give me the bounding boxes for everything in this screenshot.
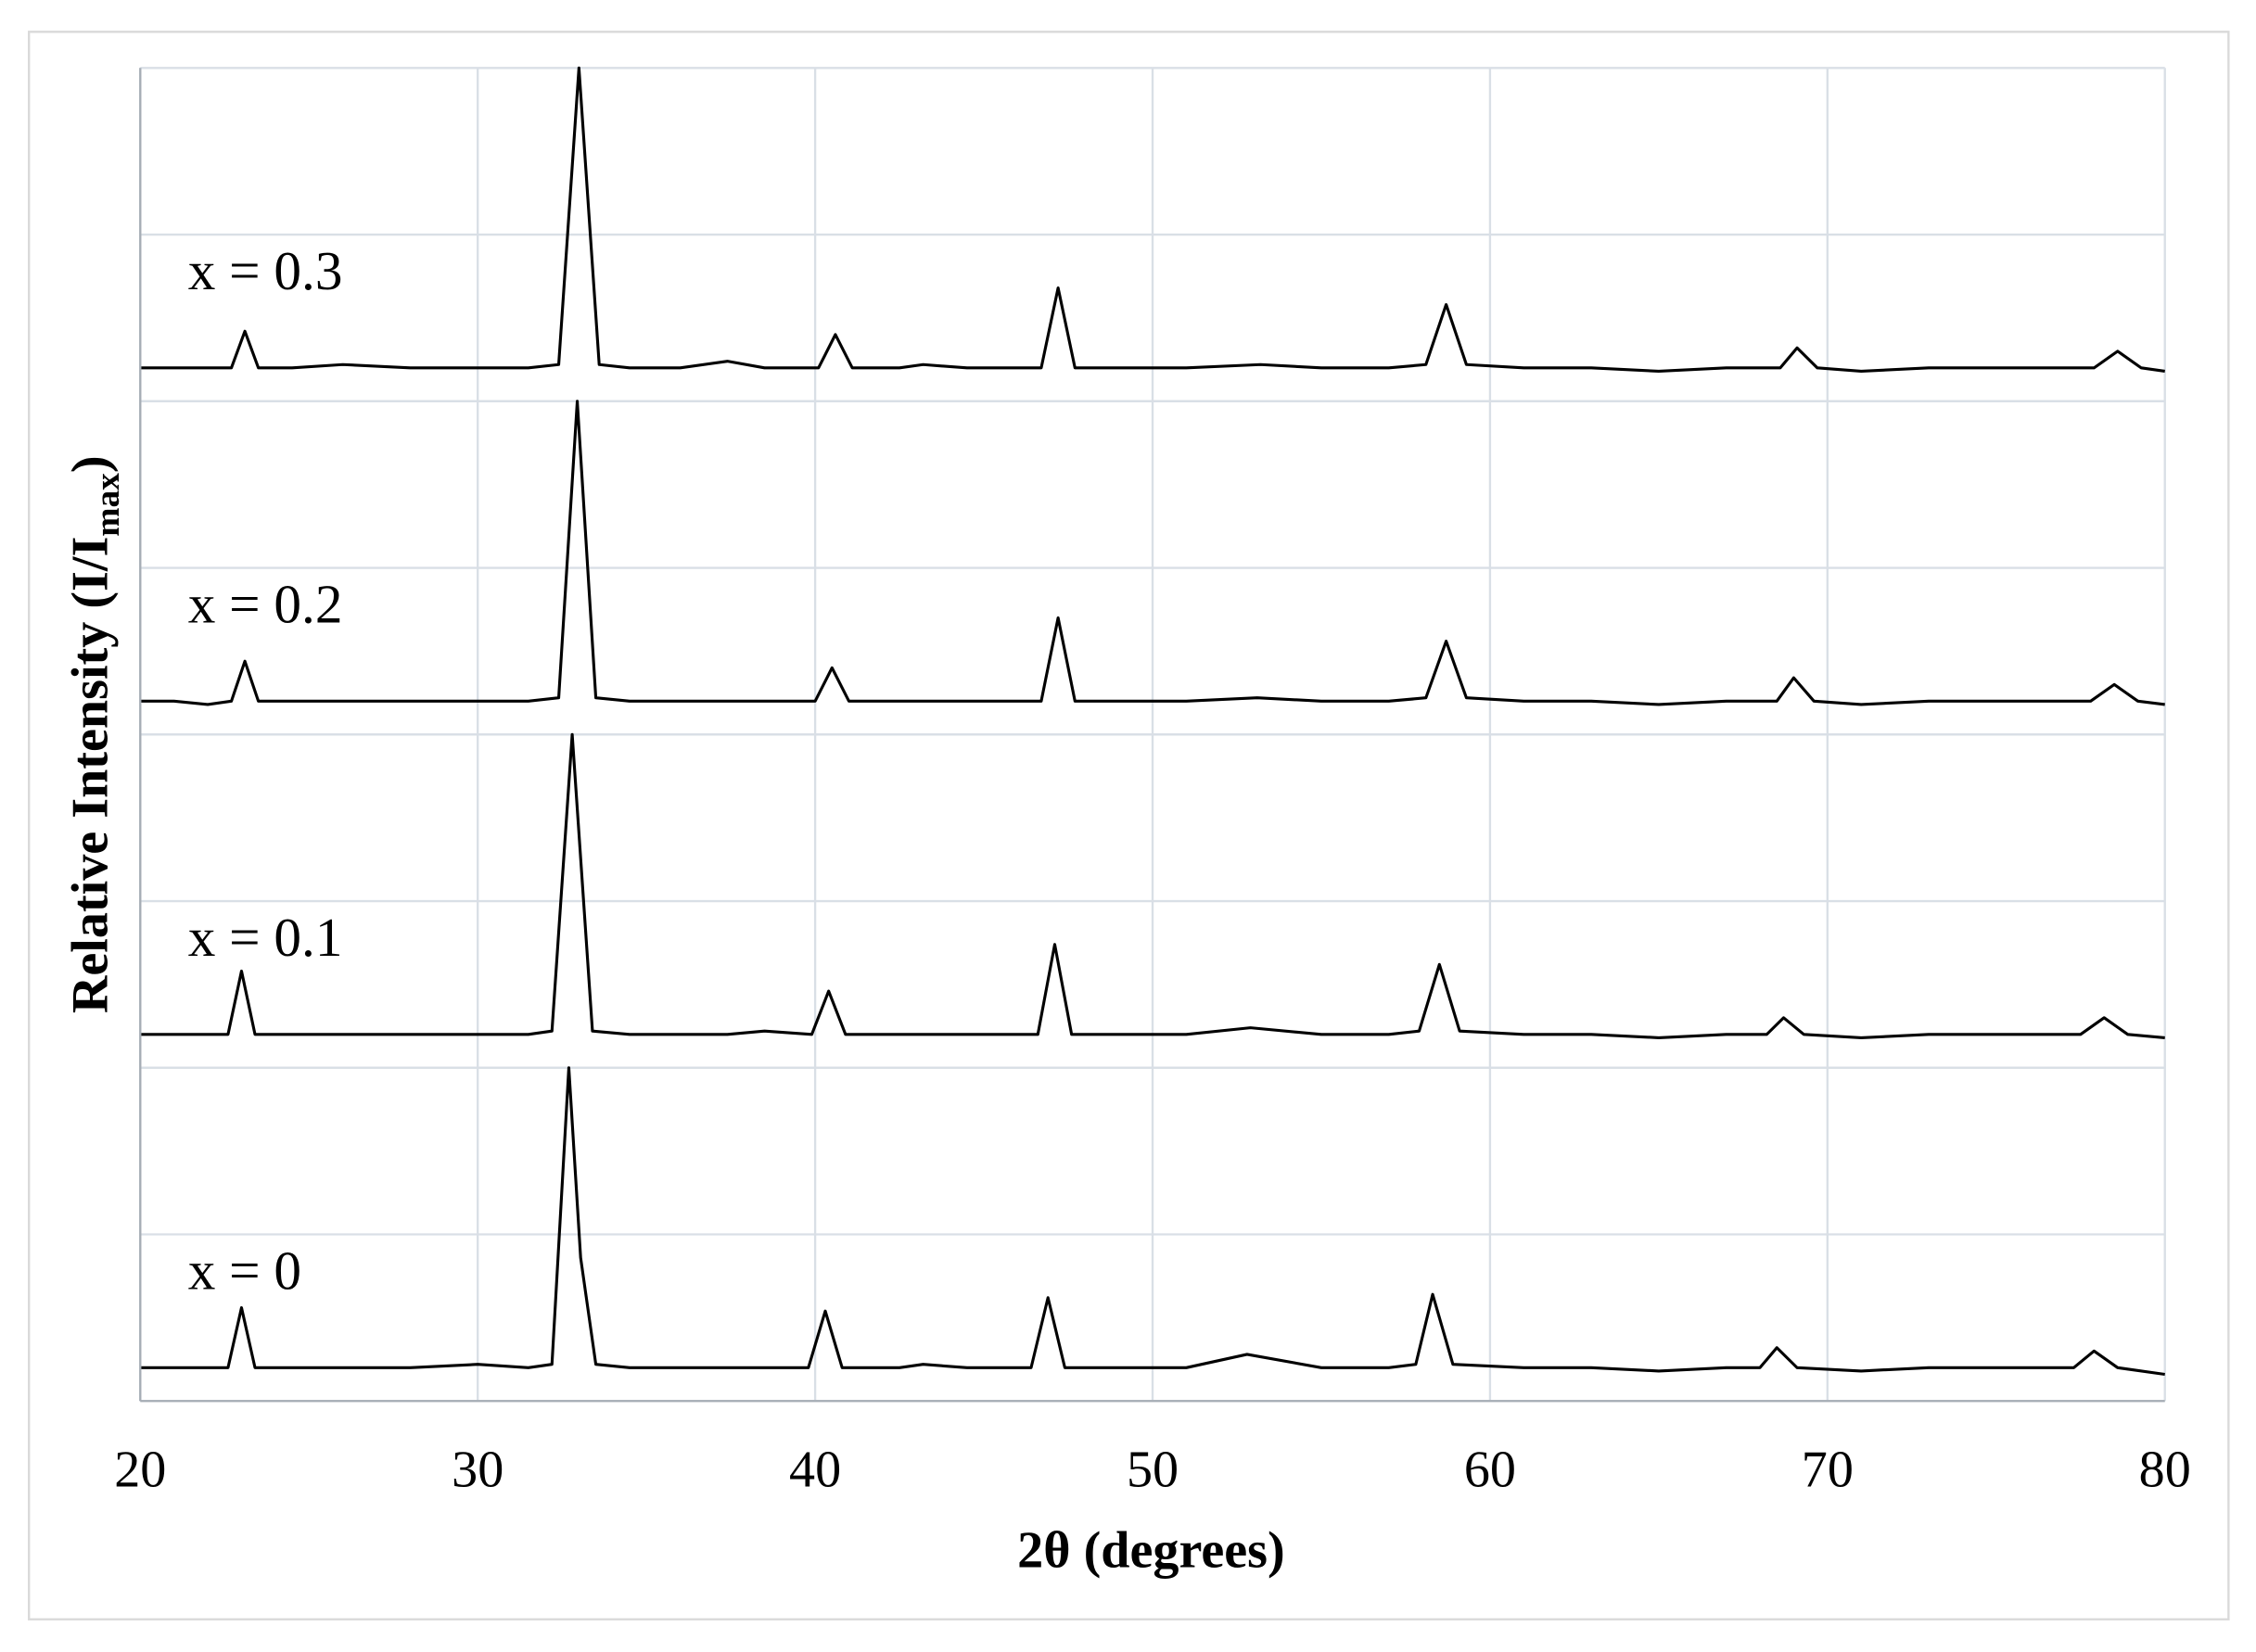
xrd-pattern [140,1066,2165,1377]
x-tick-label: 70 [1802,1441,1854,1498]
xrd-pattern [140,66,2165,373]
y-axis-title-main: Relative Intensity (I/I [61,537,119,1013]
annotation: x = 0.1 [188,907,343,968]
y-axis-title: Relative Intensity (I/Imax) [61,455,126,1013]
x-tick-label: 40 [789,1441,841,1498]
x-tick-label: 30 [452,1441,503,1498]
annotation: x = 0.2 [188,573,343,634]
x-axis-title: 2θ (degrees) [1017,1522,1285,1580]
y-axis-title-end: ) [61,455,119,473]
x-tick-label: 50 [1127,1441,1179,1498]
x-tick-label: 20 [114,1441,166,1498]
plot: x = 0.3 x = 0.2 x = 0.1 20 30 40 50 60 70 80 x = 0 [114,66,2191,1498]
y-axis-title-sub: max [89,473,127,537]
annotation: x = 0 [188,1239,301,1301]
x-tick-label: 80 [2139,1441,2191,1498]
chart-frame [28,31,2230,1620]
annotation: x = 0.3 [188,240,343,301]
x-tick-label: 60 [1464,1441,1516,1498]
xrd-pattern [140,400,2165,706]
xrd-pattern [140,732,2165,1039]
